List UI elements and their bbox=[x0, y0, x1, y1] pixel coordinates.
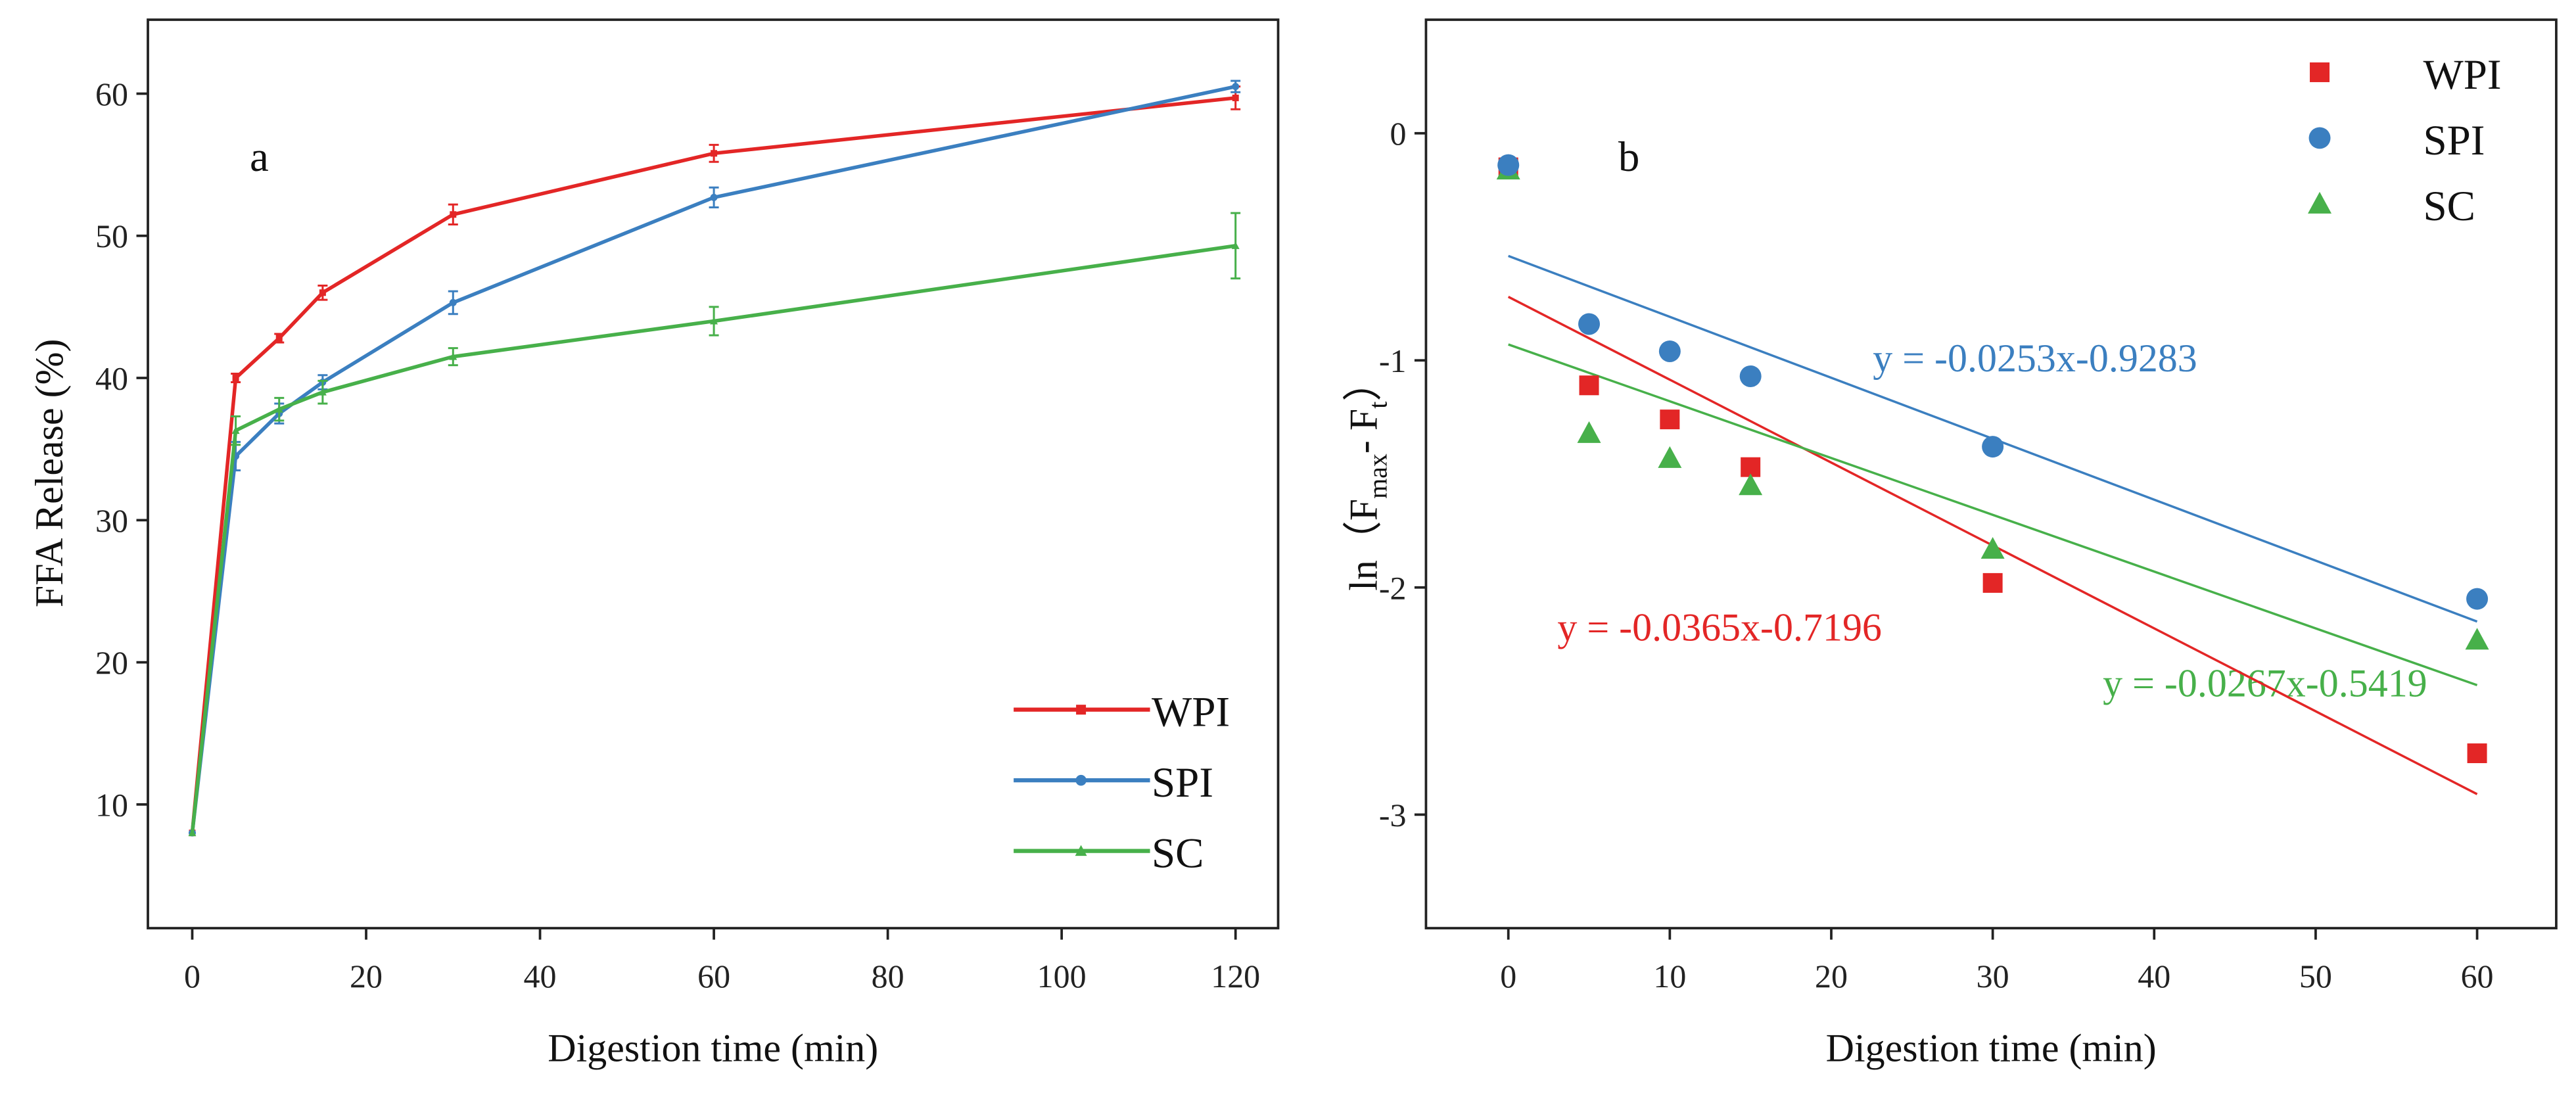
y-tick-label-a: 10 bbox=[95, 786, 128, 823]
legend-marker-sc bbox=[1075, 845, 1087, 856]
chart-a: a Digestion time (min) FFA Release (%) 0… bbox=[28, 18, 1280, 1070]
data-point-wpi bbox=[1660, 409, 1680, 430]
y-tick-label-b: 0 bbox=[1390, 115, 1406, 152]
y-label-mid: - F bbox=[1342, 409, 1385, 454]
data-point-sc bbox=[1577, 421, 1601, 443]
legend-marker-spi bbox=[2308, 127, 2331, 149]
data-point-sc bbox=[1658, 446, 1682, 468]
legend-label-spi: SPI bbox=[2423, 117, 2485, 164]
data-point-spi bbox=[1232, 83, 1240, 91]
data-point-sc bbox=[2465, 628, 2489, 650]
data-point-sc bbox=[231, 427, 240, 434]
data-point-spi bbox=[1982, 436, 2004, 458]
y-tick-label-b: -1 bbox=[1379, 342, 1407, 379]
x-axis-label-b: Digestion time (min) bbox=[1826, 1027, 2157, 1070]
panel-label-a: a bbox=[250, 133, 269, 181]
y-tick-label-a: 60 bbox=[95, 76, 128, 112]
legend-label-wpi: WPI bbox=[2423, 51, 2501, 99]
x-tick-label-b: 30 bbox=[1977, 958, 2009, 994]
x-tick-label-a: 100 bbox=[1037, 958, 1087, 994]
data-point-sc bbox=[1739, 473, 1763, 496]
legend-label-sc: SC bbox=[1152, 830, 1204, 877]
data-point-wpi bbox=[1982, 573, 2003, 593]
x-tick-label-b: 0 bbox=[1500, 958, 1516, 994]
data-point-sc bbox=[275, 405, 283, 413]
x-tick-label-a: 80 bbox=[872, 958, 904, 994]
x-tick-label-b: 60 bbox=[2461, 958, 2494, 994]
data-point-spi bbox=[1739, 365, 1762, 387]
y-label-prefix: ln（F bbox=[1342, 499, 1385, 591]
y-tick-label-a: 40 bbox=[95, 360, 128, 397]
fit-line-sc bbox=[1508, 343, 2478, 687]
y-tick-label-a: 20 bbox=[95, 644, 128, 681]
data-point-spi bbox=[449, 298, 457, 306]
legend-marker-spi bbox=[1075, 774, 1087, 786]
y-axis-label-a: FFA Release (%) bbox=[28, 339, 71, 607]
y-label-sub-max: max bbox=[1363, 454, 1392, 499]
x-tick-label-a: 120 bbox=[1211, 958, 1260, 994]
y-label-sub-t: t bbox=[1363, 402, 1392, 409]
equation-wpi: y = -0.0365x-0.7196 bbox=[1557, 606, 1882, 649]
legend-marker-sc bbox=[2308, 191, 2332, 214]
y-tick-label-a: 50 bbox=[95, 218, 128, 254]
data-point-wpi bbox=[711, 150, 718, 157]
equation-spi: y = -0.0253x-0.9283 bbox=[1873, 337, 2197, 380]
legend-label-spi: SPI bbox=[1152, 759, 1213, 807]
data-point-spi bbox=[1497, 154, 1520, 176]
x-tick-label-b: 10 bbox=[1653, 958, 1686, 994]
x-tick-label-b: 20 bbox=[1815, 958, 1848, 994]
chart-b: b Digestion time (min) ln（Fmax- Ft） y = … bbox=[1342, 18, 2558, 1070]
x-tick-label-b: 40 bbox=[2138, 958, 2170, 994]
data-point-wpi bbox=[319, 289, 326, 296]
x-tick-label-a: 40 bbox=[524, 958, 557, 994]
equation-sc: y = -0.0267x-0.5419 bbox=[2103, 662, 2427, 705]
data-point-sc bbox=[318, 388, 327, 396]
data-point-sc bbox=[1231, 241, 1240, 249]
data-point-wpi bbox=[1232, 94, 1239, 101]
data-point-sc bbox=[1980, 537, 2005, 559]
legend-label-wpi: WPI bbox=[1152, 689, 1230, 736]
data-point-sc bbox=[710, 317, 718, 325]
data-point-spi bbox=[2466, 588, 2489, 610]
data-point-sc bbox=[188, 829, 197, 837]
x-tick-label-b: 50 bbox=[2299, 958, 2332, 994]
panel-label-b: b bbox=[1618, 133, 1639, 181]
data-point-sc bbox=[449, 352, 457, 360]
x-tick-label-a: 20 bbox=[350, 958, 383, 994]
legend-marker-wpi bbox=[1076, 705, 1087, 715]
y-tick-label-b: -3 bbox=[1379, 797, 1407, 833]
data-point-wpi bbox=[232, 375, 239, 382]
x-tick-label-a: 0 bbox=[184, 958, 200, 994]
x-tick-label-a: 60 bbox=[697, 958, 730, 994]
plot-frame-b bbox=[1424, 18, 2558, 929]
data-point-wpi bbox=[1579, 375, 1599, 396]
legend-label-sc: SC bbox=[2423, 183, 2475, 230]
y-axis-label-b: ln（Fmax- Ft） bbox=[1342, 362, 1392, 591]
y-tick-label-b: -2 bbox=[1379, 569, 1407, 606]
legend-marker-wpi bbox=[2310, 62, 2330, 82]
data-point-wpi bbox=[275, 335, 283, 342]
x-axis-label-a: Digestion time (min) bbox=[548, 1027, 878, 1070]
data-point-spi bbox=[710, 193, 718, 201]
y-label-suffix: ） bbox=[1342, 362, 1385, 402]
data-point-spi bbox=[1578, 313, 1601, 335]
data-point-wpi bbox=[450, 211, 457, 218]
data-point-wpi bbox=[2467, 743, 2487, 764]
data-point-spi bbox=[1658, 340, 1681, 362]
y-tick-label-a: 30 bbox=[95, 502, 128, 539]
